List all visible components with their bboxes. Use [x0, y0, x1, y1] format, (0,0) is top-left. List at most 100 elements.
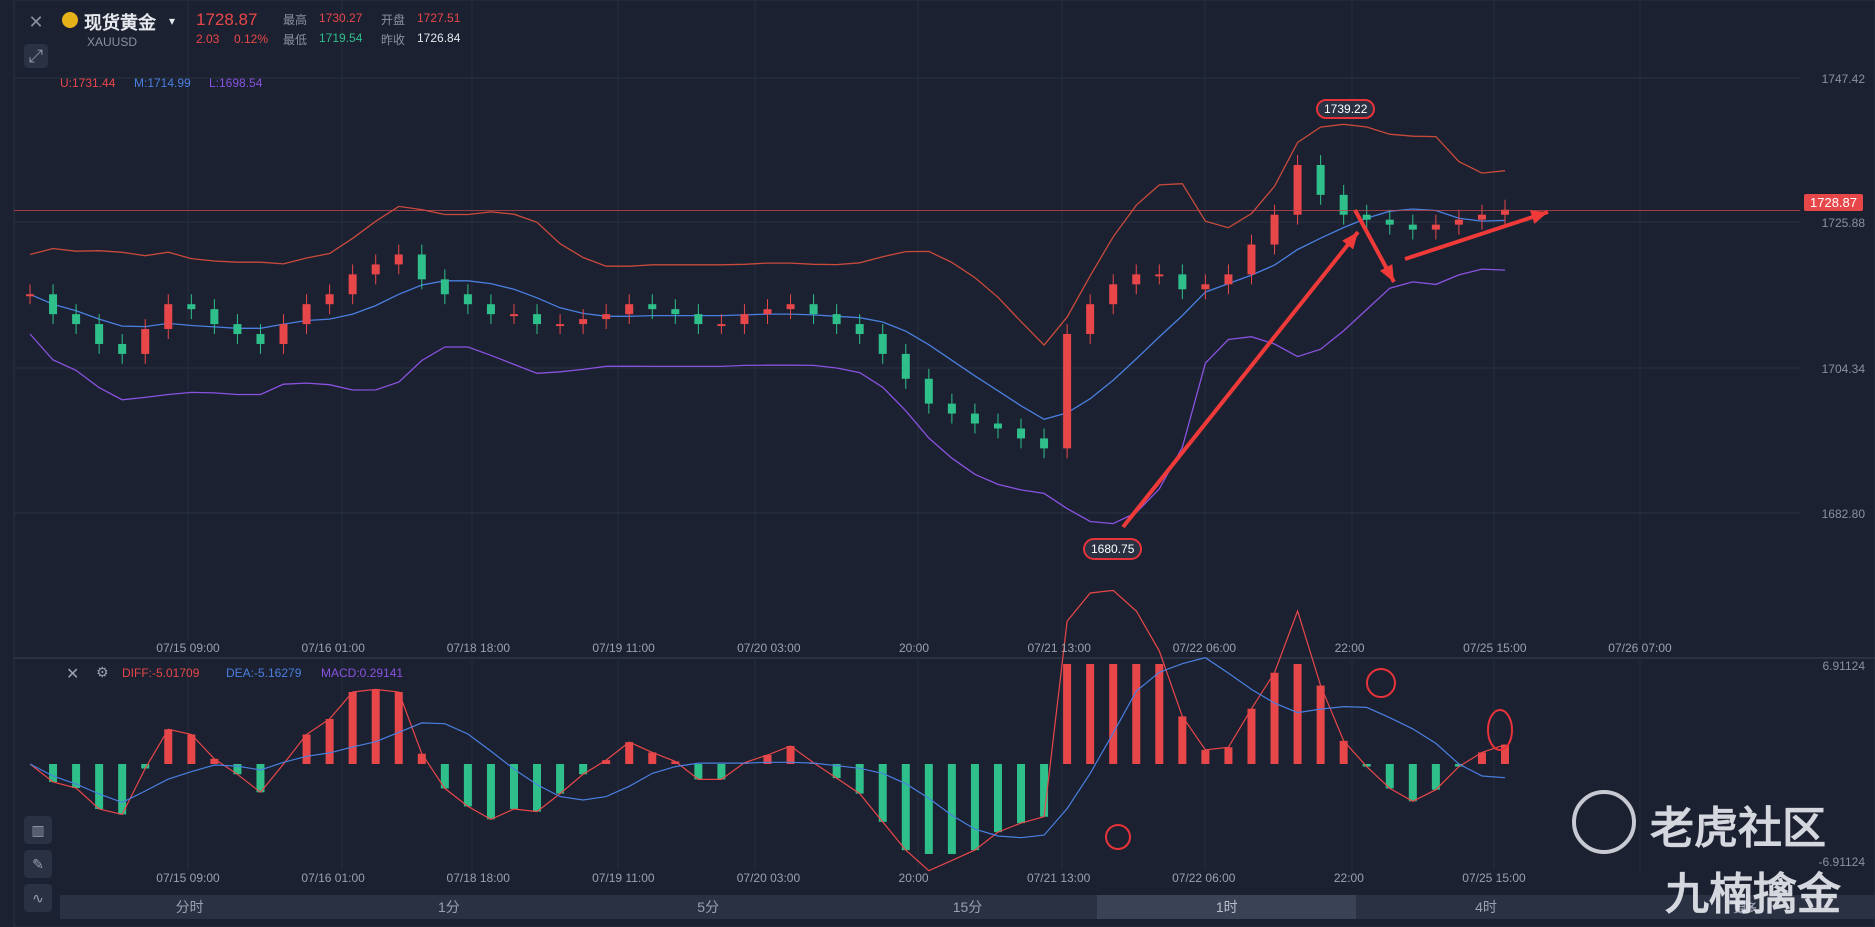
macd-bar	[694, 764, 703, 780]
low-value: 1719.54	[319, 31, 363, 45]
candle-body	[1501, 209, 1509, 215]
macd-bar	[763, 755, 772, 764]
time-axis-label: 07/15 09:00	[156, 871, 220, 885]
high-value: 1730.27	[319, 11, 363, 25]
macd-bar	[164, 729, 173, 764]
candle-body	[1477, 214, 1486, 220]
low-point-annotation: 1680.75	[1083, 538, 1143, 560]
candle-body	[1086, 304, 1095, 335]
macd-bar	[486, 764, 495, 820]
macd-bar	[878, 764, 887, 822]
macd-bar	[993, 764, 1002, 833]
candle-body	[625, 304, 634, 315]
macd-bar	[118, 764, 127, 815]
candle-body	[924, 378, 933, 404]
candle-body	[279, 324, 288, 344]
candle-body	[1454, 219, 1463, 225]
macd-bar	[786, 746, 795, 764]
candle-body	[394, 254, 403, 265]
candle-body	[763, 309, 772, 315]
annotation-circle	[1366, 668, 1396, 698]
candle-body	[1109, 284, 1118, 305]
time-axis-label: 20:00	[898, 641, 930, 655]
candle-body	[1017, 428, 1026, 439]
low-label: 最低	[283, 33, 308, 47]
expand-icon[interactable]: ⤢	[24, 44, 48, 68]
watermark-bottom: 九楠擒金	[1665, 870, 1841, 919]
macd-bar	[463, 764, 472, 807]
candle-body	[440, 279, 449, 295]
trend-arrow-right	[1404, 210, 1549, 261]
macd-bar	[302, 734, 311, 764]
pen-icon[interactable]: ✎	[24, 850, 52, 878]
more-button[interactable]: 更多	[1732, 901, 1757, 915]
tab-timeframe-line[interactable]: 分时	[175, 899, 204, 915]
candle-body	[1316, 165, 1325, 195]
tab-timeframe-4h[interactable]: 4时	[1475, 899, 1497, 915]
candle-body	[187, 304, 196, 310]
tab-timeframe-1m[interactable]: 1分	[438, 899, 460, 915]
macd-bar	[417, 753, 426, 764]
trend-arrow-up	[1121, 230, 1360, 529]
macd-bar	[1201, 749, 1210, 764]
candle-body	[486, 304, 495, 315]
tab-timeframe-1h[interactable]: 1时	[1097, 895, 1357, 919]
current-price: 1728.87	[196, 10, 258, 29]
boll-lower: L:1698.54	[209, 76, 263, 90]
price-axis-label: 1682.80	[1821, 507, 1865, 521]
time-axis-label: 07/19 11:00	[592, 641, 655, 655]
candle-body	[348, 274, 357, 295]
symbol-name[interactable]: 现货黄金	[84, 13, 156, 33]
macd-bar	[256, 764, 265, 793]
time-axis-label: 07/21 13:00	[1026, 871, 1091, 885]
boll-upper-line	[29, 123, 1506, 347]
annotation-circle	[1487, 709, 1513, 751]
macd-bar	[1178, 716, 1187, 764]
candle-body	[602, 314, 611, 320]
tiger-logo-icon	[1572, 790, 1636, 854]
symbol-code: XAUUSD	[87, 35, 138, 49]
current-price-tag: 1728.87	[1804, 194, 1863, 211]
macd-bar	[1316, 685, 1325, 764]
macd-bar	[1155, 664, 1164, 764]
tab-timeframe-15m[interactable]: 15分	[952, 899, 983, 915]
tab-timeframe-5m[interactable]: 5分	[697, 899, 720, 915]
open-label: 开盘	[381, 13, 406, 27]
macd-bar	[855, 764, 864, 794]
macd-bar	[924, 764, 933, 854]
macd-bar	[1063, 664, 1072, 764]
candle-body	[901, 353, 910, 379]
macd-bar	[671, 761, 680, 764]
candle-body	[832, 314, 841, 325]
candle-body	[1339, 194, 1348, 215]
candle-body	[855, 324, 864, 335]
time-axis-label: 07/15 09:00	[156, 641, 220, 655]
time-axis-label: 07/18 18:00	[446, 641, 511, 655]
tab-timeframe-day[interactable]: 日K	[1733, 899, 1757, 915]
close-icon[interactable]: ✕	[66, 666, 80, 683]
candle-body	[694, 314, 703, 325]
macd-bar	[348, 692, 357, 764]
gear-icon[interactable]: ⚙	[96, 664, 109, 680]
macd-bar	[233, 764, 242, 775]
macd-bar	[717, 764, 726, 780]
price-axis-label: 1725.88	[1821, 216, 1865, 230]
time-axis-label: 07/18 18:00	[446, 871, 510, 885]
macd-bar	[901, 764, 910, 851]
candlestick-icon[interactable]: ▥	[24, 816, 52, 844]
candle-body	[1362, 214, 1371, 220]
macd-diff: DIFF:-5.01709	[122, 666, 200, 680]
macd-axis-top: 6.91124	[1822, 659, 1866, 673]
close-icon[interactable]: ✕	[28, 11, 44, 32]
time-axis-label: 22:00	[1333, 871, 1364, 885]
candle-body	[233, 324, 242, 335]
indicator-icon[interactable]: ∿	[24, 884, 52, 912]
caret-down-icon[interactable]: ▾	[169, 14, 176, 28]
macd-bar	[1501, 744, 1509, 764]
macd-diff-line	[29, 589, 1506, 872]
macd-axis-bottom: -6.91124	[1818, 855, 1865, 869]
macd-bar	[509, 764, 518, 809]
candle-body	[141, 329, 150, 354]
macd-bar	[1040, 764, 1049, 817]
